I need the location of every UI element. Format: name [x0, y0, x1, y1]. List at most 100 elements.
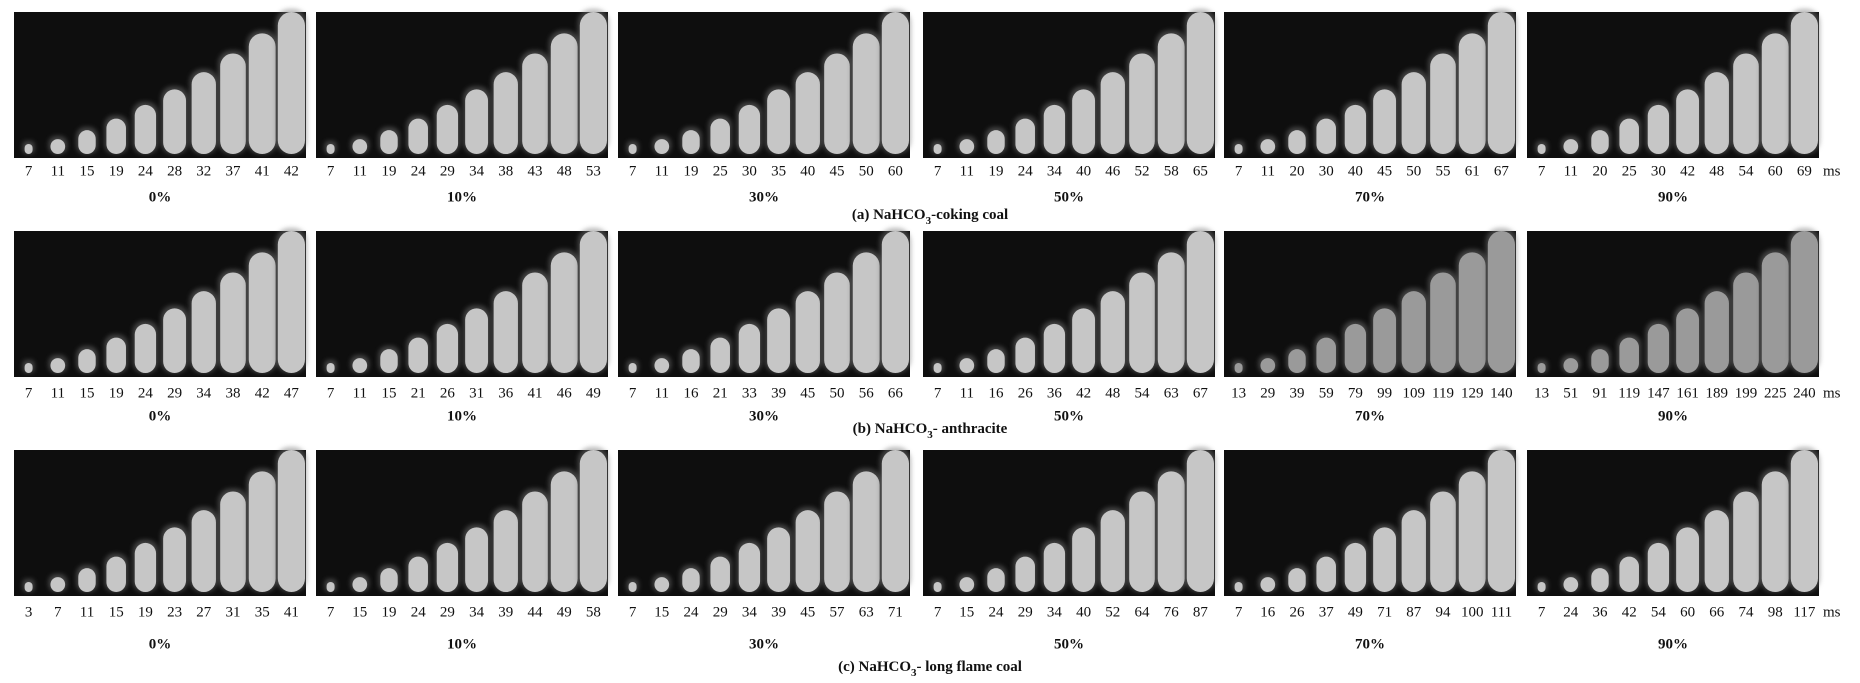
flame [1790, 231, 1818, 373]
row-caption: (b) NaHCO3- anthracite [853, 421, 1008, 440]
flame [106, 118, 126, 154]
time-label: 109 [1403, 385, 1426, 401]
flame [824, 53, 850, 154]
percent-label: 10% [447, 636, 477, 652]
flame [795, 510, 820, 592]
time-label: 45 [1377, 163, 1392, 179]
flame [436, 104, 459, 154]
flame [933, 144, 942, 154]
flame [1619, 556, 1639, 592]
flame [987, 130, 1005, 154]
flame [628, 582, 637, 592]
flame [326, 144, 335, 154]
time-label: 147 [1647, 385, 1670, 401]
flame [1288, 349, 1306, 373]
flame [50, 577, 66, 592]
flame [1676, 89, 1700, 154]
flame [1157, 252, 1185, 373]
flame [50, 139, 66, 154]
time-label: 19 [989, 163, 1004, 179]
flame [1186, 231, 1214, 373]
flame [50, 358, 66, 373]
time-label: 36 [498, 385, 514, 401]
flame [1430, 53, 1456, 154]
image-panel: 7 11 20 30 40 45 50 55 61 67 [1224, 9, 1517, 179]
time-label: 74 [1739, 604, 1755, 620]
flame [1619, 337, 1639, 373]
time-label: 58 [1164, 163, 1179, 179]
unit-label: ms [1823, 385, 1841, 401]
time-label: 35 [255, 604, 270, 620]
flame [522, 53, 548, 154]
time-label: 29 [440, 163, 455, 179]
flame [1043, 104, 1066, 154]
flame [1790, 450, 1818, 592]
time-label: 26 [1018, 385, 1034, 401]
flame [1157, 33, 1185, 154]
time-label: 46 [557, 385, 573, 401]
time-label: 94 [1436, 604, 1452, 620]
time-label: 19 [109, 385, 124, 401]
flame [1591, 130, 1609, 154]
time-label: 31 [226, 604, 241, 620]
flame [220, 491, 246, 592]
flame [380, 568, 398, 592]
flame [852, 252, 880, 373]
time-label: 24 [1563, 604, 1579, 620]
flame [682, 130, 700, 154]
percent-label: 90% [1658, 636, 1688, 652]
image-panel: 13 51 91 119 147 161 189 199 225 240 [1527, 228, 1820, 401]
time-label: 19 [382, 604, 397, 620]
flame [1401, 72, 1426, 154]
flame [682, 349, 700, 373]
flame [824, 272, 850, 373]
time-label: 26 [1290, 604, 1306, 620]
flame [795, 72, 820, 154]
flame [1015, 118, 1035, 154]
time-label: 34 [469, 604, 485, 620]
time-label: 40 [1076, 604, 1091, 620]
time-label: 54 [1739, 163, 1755, 179]
time-label: 51 [1563, 385, 1578, 401]
time-label: 45 [800, 604, 815, 620]
time-label: 71 [888, 604, 903, 620]
flame [1288, 130, 1306, 154]
time-label: 36 [1593, 604, 1609, 620]
time-label: 11 [960, 385, 974, 401]
flame [550, 471, 578, 592]
flame [1072, 527, 1096, 592]
flame [579, 12, 607, 154]
flame [1676, 308, 1700, 373]
flame [1458, 33, 1486, 154]
flame [959, 577, 975, 592]
flame [1015, 337, 1035, 373]
flame [1260, 577, 1276, 592]
flame [1344, 542, 1367, 592]
time-label: 11 [51, 385, 65, 401]
flame [163, 308, 187, 373]
flame [134, 323, 157, 373]
time-label: 29 [167, 385, 182, 401]
time-label: 15 [382, 385, 397, 401]
time-label: 13 [1231, 385, 1246, 401]
time-label: 40 [1348, 163, 1363, 179]
time-label: 46 [1105, 163, 1121, 179]
time-label: 7 [629, 163, 637, 179]
flame [959, 139, 975, 154]
flame [24, 582, 33, 592]
flame [106, 556, 126, 592]
flame [191, 291, 216, 373]
flame [191, 72, 216, 154]
flame [1790, 12, 1818, 154]
flame [1704, 510, 1729, 592]
time-label: 50 [859, 163, 874, 179]
flame [1260, 358, 1276, 373]
time-label: 24 [684, 604, 700, 620]
image-panel: 7 15 24 29 34 39 45 57 63 71 [618, 447, 911, 620]
caption-text: (a) NaHCO [852, 207, 926, 223]
image-panel: 7 24 36 42 54 60 66 74 98 117 [1527, 447, 1820, 620]
flame [1563, 139, 1579, 154]
image-panel: 7 11 16 21 33 39 45 50 56 66 [618, 228, 911, 401]
time-label: 15 [80, 163, 95, 179]
